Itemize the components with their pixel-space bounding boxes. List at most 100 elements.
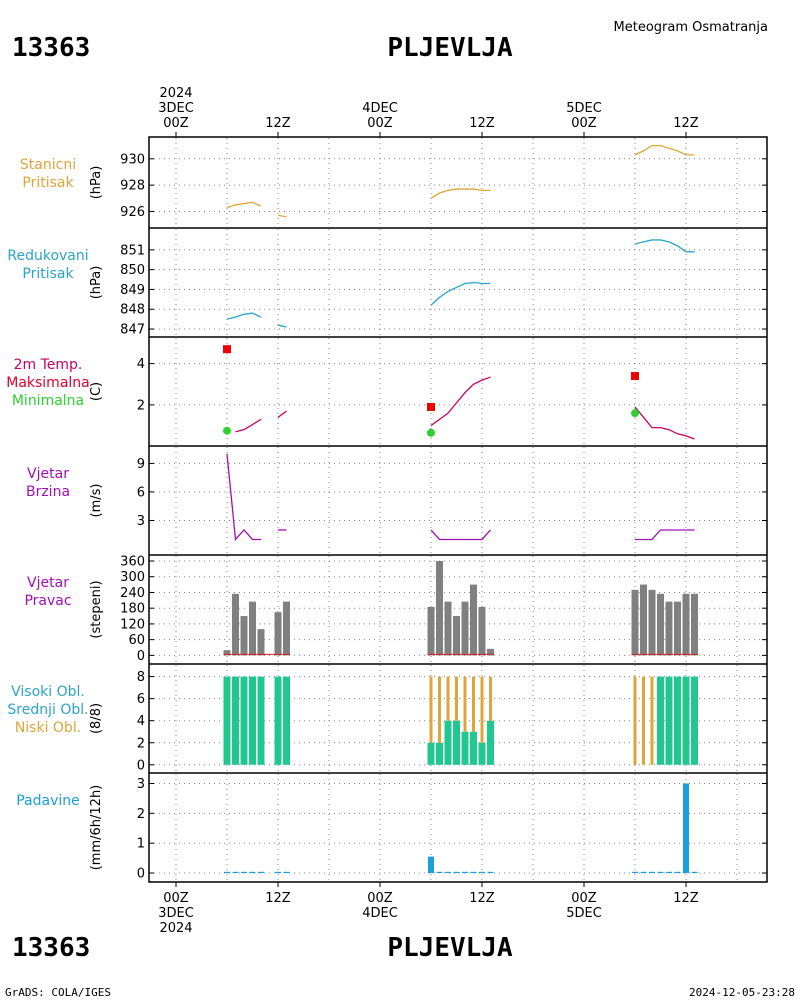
direction-bar <box>640 584 647 656</box>
y-axis-label: (hPa) <box>89 166 104 200</box>
y-tick-label: 0 <box>137 649 145 664</box>
panel-label: Redukovani <box>7 248 88 264</box>
panel-label: Pritisak <box>22 175 74 191</box>
direction-bar <box>283 601 290 656</box>
panel-station-pressure: 926 928 930 (hPa) Stanicni Pritisak <box>20 138 767 227</box>
cloud-low-bar <box>472 676 475 732</box>
direction-bar <box>274 612 282 656</box>
panel-label: Brzina <box>26 484 70 500</box>
series-line <box>634 406 695 440</box>
panel-wind-speed: 3 6 9 (m/s) Vjetar Brzina <box>26 445 767 554</box>
precip-bar <box>649 871 655 874</box>
y-tick-label: 8 <box>137 670 145 685</box>
footer-station-id: 13363 <box>12 933 90 963</box>
bottom-time-label: 12Z <box>469 891 495 906</box>
direction-bar <box>240 616 248 656</box>
direction-bar <box>631 589 639 656</box>
y-axis-label: (m/s) <box>89 484 104 518</box>
bottom-time-label: 5DEC <box>566 906 602 921</box>
cloud-low-bar <box>480 676 484 743</box>
y-tick-label: 3 <box>137 514 145 529</box>
cloud-high-bar <box>436 742 443 765</box>
direction-bar <box>665 601 673 656</box>
y-tick-label: 850 <box>120 263 145 278</box>
y-tick-label: 0 <box>137 867 145 882</box>
y-tick-label: 2 <box>137 398 145 413</box>
cloud-high-bar <box>240 676 248 765</box>
direction-bar <box>461 601 469 656</box>
footer-credit: GrADS: COLA/IGES <box>5 986 111 999</box>
direction-bar <box>436 561 443 656</box>
panel-label: Padavine <box>16 793 80 809</box>
y-axis-label: (mm/6h/12h) <box>89 785 104 871</box>
bottom-time-label: 2024 <box>159 921 192 936</box>
cloud-high-bar <box>274 676 282 765</box>
panel-label: Visoki Obl. <box>11 684 85 700</box>
series-line <box>634 144 695 156</box>
cloud-high-bar <box>223 676 231 765</box>
series-line <box>430 281 491 306</box>
top-time-label: 4DEC <box>362 101 398 116</box>
y-tick-label: 851 <box>120 243 145 258</box>
precip-bar <box>232 871 239 874</box>
precip-bar <box>224 871 230 874</box>
direction-bar <box>257 629 265 656</box>
y-tick-label: 847 <box>120 323 145 338</box>
panel-label: Minimalna <box>12 393 84 409</box>
plot-frame <box>148 136 768 883</box>
min-temp-marker <box>427 428 435 437</box>
bottom-time-label: 12Z <box>673 891 699 906</box>
cloud-high-bar <box>232 676 239 765</box>
panel-label: Stanicni <box>20 157 76 173</box>
direction-bar <box>223 650 231 656</box>
precip-bar <box>453 871 460 874</box>
cloud-high-bar <box>657 676 664 765</box>
y-tick-label: 849 <box>120 283 145 298</box>
bottom-time-label: 00Z <box>367 891 393 906</box>
panel-label: Pravac <box>24 593 71 609</box>
y-tick-label: 4 <box>137 714 145 729</box>
y-tick-label: 926 <box>120 205 145 220</box>
direction-bar <box>648 589 656 656</box>
direction-bar <box>427 606 435 656</box>
top-time-label: 00Z <box>163 116 189 131</box>
cloud-high-bar <box>283 676 290 765</box>
cloud-high-bar <box>257 676 265 765</box>
y-tick-label: 300 <box>120 570 145 585</box>
y-tick-label: 4 <box>137 357 145 372</box>
precip-bar <box>470 871 477 874</box>
top-time-label: 3DEC <box>158 101 194 116</box>
direction-bar <box>657 593 664 656</box>
cloud-high-bar <box>427 742 435 765</box>
precip-bar <box>691 871 698 874</box>
panel-label: Maksimalna <box>6 375 90 391</box>
precip-bar <box>258 871 264 874</box>
precip-bar <box>479 871 485 874</box>
cloud-high-bar <box>249 676 256 765</box>
cloud-low-bar <box>429 676 433 743</box>
panel-label: Vjetar <box>27 466 69 482</box>
direction-bar <box>478 606 486 656</box>
cloud-high-bar <box>674 676 681 765</box>
cloud-high-bar <box>691 676 698 765</box>
series-line <box>226 453 261 542</box>
bottom-time-label: 4DEC <box>362 906 398 921</box>
y-axis-label: (C) <box>89 382 104 401</box>
precip-bar <box>666 871 672 874</box>
precip-bar <box>436 871 443 874</box>
y-tick-label: 2 <box>137 807 145 822</box>
y-tick-label: 930 <box>120 152 145 167</box>
y-tick-label: 360 <box>120 555 145 570</box>
cloud-high-bar <box>470 731 477 765</box>
direction-bar <box>682 593 690 656</box>
min-temp-marker <box>223 426 231 435</box>
bottom-time-label: 00Z <box>571 891 597 906</box>
precip-bar <box>683 783 689 874</box>
precip-bar <box>674 871 681 874</box>
y-tick-label: 3 <box>137 777 145 792</box>
direction-bar <box>470 584 477 656</box>
cloud-low-bar <box>455 676 458 721</box>
cloud-high-bar <box>682 676 690 765</box>
precip-bar <box>249 871 256 874</box>
bottom-time-label: 3DEC <box>158 906 194 921</box>
